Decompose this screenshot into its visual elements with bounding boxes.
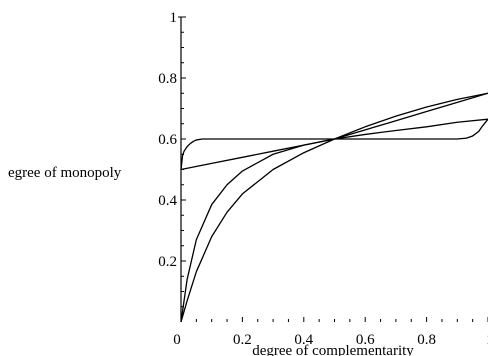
x-tick-label: 0.4	[294, 332, 313, 348]
series-line-3	[180, 92, 488, 323]
x-tick-label: 0.6	[356, 332, 375, 348]
y-tick-label: 0.6	[158, 132, 177, 148]
y-tick-label: 0.4	[158, 193, 177, 209]
y-axis-label: egree of monopoly	[8, 165, 122, 181]
series-line-1	[180, 118, 488, 170]
series-line-2	[180, 118, 488, 171]
x-tick-label: 1	[486, 332, 488, 348]
x-axis-label: degree of complementarity	[252, 343, 414, 356]
x-tick-label: 0.8	[417, 332, 436, 348]
y-tick-label: 0.2	[158, 254, 177, 270]
ticks: 0.2 0.4 0.6 0.8 1 0 0.2 0.4 0.6 0.8 1	[158, 10, 488, 348]
y-tick-label: 0.8	[158, 71, 177, 87]
x-tick-label: 0.2	[233, 332, 252, 348]
series-line-4	[180, 92, 488, 323]
x-tick-label: 0	[173, 332, 181, 348]
y-tick-label: 1	[170, 10, 178, 26]
series-lines	[180, 92, 488, 323]
